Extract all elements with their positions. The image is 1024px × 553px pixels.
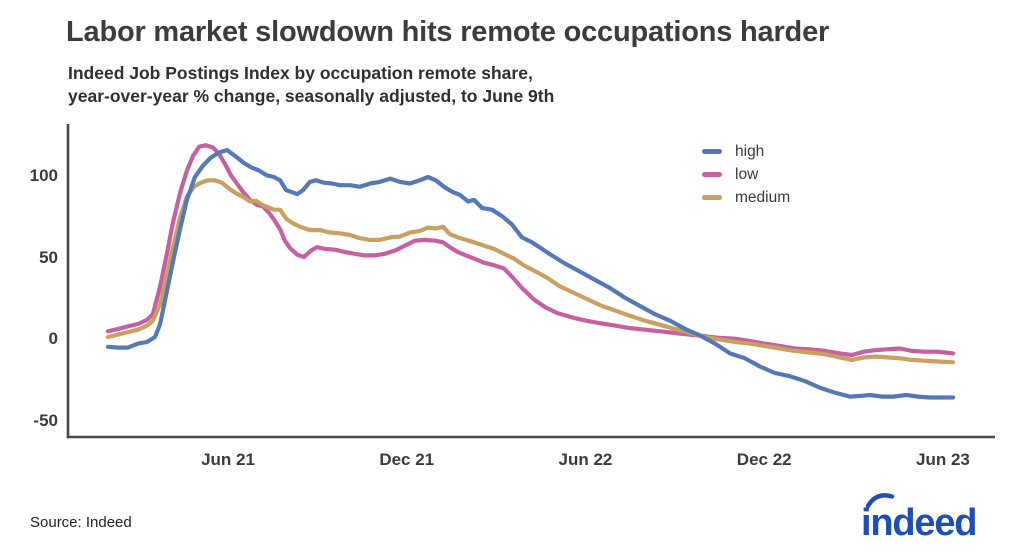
chart-title: Labor market slowdown hits remote occupa… xyxy=(66,16,830,48)
chart-subtitle-line2: year-over-year % change, seasonally adju… xyxy=(68,86,555,106)
legend-item-medium: medium xyxy=(702,186,790,209)
y-axis-tick-labels: 100 50 0 -50 xyxy=(0,0,58,553)
x-tick-label: Jun 23 xyxy=(916,450,970,469)
source-text: Source: Indeed xyxy=(30,514,132,531)
y-tick-label: 0 xyxy=(48,329,58,349)
legend-swatch-low xyxy=(702,172,722,177)
legend: high low medium xyxy=(702,140,790,209)
legend-item-label: medium xyxy=(735,188,791,206)
legend-item-low: low xyxy=(702,163,790,186)
logo-arc-icon xyxy=(865,493,895,509)
x-tick-label: Dec 22 xyxy=(736,450,792,469)
legend-item-label: high xyxy=(735,142,765,160)
legend-swatch-medium xyxy=(702,195,722,200)
x-axis-tick-labels: Jun 21 Dec 21 Jun 22 Dec 22 Jun 23 xyxy=(0,450,1024,476)
chart-subtitle-line1: Indeed Job Postings Index by occupation … xyxy=(68,63,533,83)
y-tick-label: 100 xyxy=(29,166,58,185)
logo-wordmark: indeed xyxy=(861,502,976,542)
legend-swatch-high xyxy=(702,149,722,154)
x-tick-label: Dec 21 xyxy=(379,450,435,469)
y-tick-label: -50 xyxy=(33,410,58,430)
legend-item-label: low xyxy=(735,165,759,183)
series-line-high xyxy=(105,148,956,400)
chart-subtitle: Indeed Job Postings Index by occupation … xyxy=(68,62,768,108)
y-tick-label: 50 xyxy=(39,247,58,267)
series-line-low xyxy=(105,143,956,358)
legend-item-high: high xyxy=(702,140,790,163)
indeed-logo: indeed xyxy=(861,493,977,542)
x-tick-label: Jun 22 xyxy=(558,450,613,469)
series-line-medium xyxy=(105,178,956,365)
series-layer xyxy=(105,143,956,400)
x-tick-label: Jun 21 xyxy=(201,450,255,469)
